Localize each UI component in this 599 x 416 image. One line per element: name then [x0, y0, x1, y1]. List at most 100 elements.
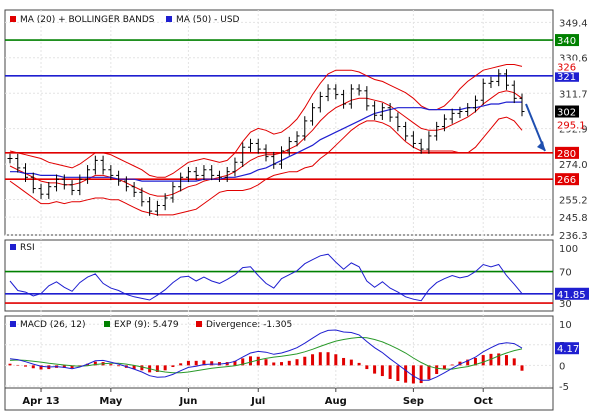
divergence-bar	[117, 365, 121, 367]
macd-value-tag: 4.17	[557, 344, 579, 355]
level-tag-321-bg	[555, 69, 579, 82]
divergence-legend-swatch	[196, 321, 202, 327]
divergence-bar	[419, 365, 423, 384]
divergence-bar	[497, 353, 501, 366]
divergence-bar	[326, 352, 330, 366]
rsi-legend-label: RSI	[20, 243, 35, 253]
value-tag-302: 302	[557, 108, 576, 119]
exp-legend-label: EXP (9): 5.479	[114, 320, 179, 330]
value-tag-295.1-bg	[555, 118, 579, 131]
macd-panel-frame	[4, 315, 554, 389]
level-tag-321: 321	[557, 72, 576, 83]
date-tick-label: Oct	[474, 396, 493, 407]
date-tick-label: Sep	[403, 396, 424, 407]
divergence-bar	[435, 365, 439, 375]
divergence-bar	[481, 355, 485, 366]
divergence-bar	[411, 365, 415, 384]
value-tag-326: 326	[557, 62, 576, 73]
divergence-bar	[280, 362, 284, 366]
macd-value-tag-bg	[555, 342, 579, 355]
value-tag-326-bg	[555, 60, 579, 73]
divergence-bar	[256, 356, 260, 366]
divergence-bar	[132, 365, 136, 370]
divergence-bar	[365, 365, 369, 370]
level-tag-280: 280	[557, 149, 576, 160]
forecast-arrow-head	[537, 140, 545, 151]
divergence-bar	[287, 360, 291, 366]
date-axis: Apr 13 May Jun Jul Aug Sep Oct	[22, 388, 493, 407]
ma50-line	[10, 101, 522, 182]
divergence-bar	[109, 364, 113, 366]
level-tag-280-bg	[555, 146, 579, 159]
macd-series-line	[9, 329, 523, 381]
divergence-bar	[512, 358, 516, 366]
divergence-bar	[39, 365, 43, 370]
divergence-bar	[427, 365, 431, 380]
level-tag-266: 266	[557, 175, 576, 186]
divergence-bar	[342, 357, 346, 366]
macd-y-axis: 1050-5	[559, 320, 572, 393]
divergence-bar	[380, 365, 384, 377]
divergence-bar	[233, 360, 237, 366]
rsi-legend: RSI	[10, 243, 35, 253]
divergence-bar	[311, 354, 315, 366]
rsi-panel-frame	[4, 239, 554, 312]
divergence-bar	[248, 356, 252, 366]
divergence-bar	[155, 365, 159, 372]
rsi-value-tag: 41.85	[557, 290, 586, 301]
divergence-bar	[241, 358, 245, 366]
level-tag-340-bg	[555, 34, 579, 47]
macd-legend: MACD (26, 12) EXP (9): 5.479 Divergence:…	[10, 320, 292, 330]
rsi-legend-swatch	[10, 244, 16, 250]
divergence-bar	[171, 365, 175, 368]
price-tick-label: 311.7	[559, 89, 588, 100]
macd-tick-label: 10	[559, 320, 572, 331]
divergence-bar	[442, 365, 446, 370]
rsi-tick-label: 30	[559, 299, 572, 310]
price-bars	[7, 69, 525, 216]
divergence-bar	[396, 365, 400, 382]
date-tick-label: Jun	[178, 396, 197, 407]
rsi-tick-label: 70	[559, 268, 572, 279]
date-axis-frame	[4, 387, 554, 411]
divergence-bar	[388, 365, 392, 379]
rsi-value-tag-bg	[555, 287, 589, 300]
ma20-legend-swatch	[10, 16, 16, 22]
price-tick-label: 330.6	[559, 54, 588, 65]
ma20-legend-label: MA (20) + BOLLINGER BANDS	[20, 15, 155, 25]
divergence-bar	[202, 360, 206, 366]
divergence-bar	[295, 359, 299, 366]
divergence-legend-label: Divergence: -1.305	[206, 320, 292, 330]
date-tick-label: Apr 13	[22, 396, 59, 407]
ma50-legend-label: MA (50) - USD	[176, 15, 240, 25]
divergence-bar	[349, 359, 353, 366]
lower-bollinger-band	[9, 116, 523, 216]
price-legend: MA (20) + BOLLINGER BANDS MA (50) - USD	[10, 15, 240, 25]
date-tick-label: May	[99, 396, 122, 407]
divergence-bar	[179, 363, 183, 366]
level-tag-340: 340	[557, 36, 576, 47]
price-tick-label: 274.0	[559, 160, 588, 171]
divergence-bar	[62, 365, 66, 368]
divergence-bar	[194, 360, 198, 366]
macd-legend-swatch	[10, 321, 16, 327]
rsi-line	[9, 253, 523, 302]
divergence-bar	[357, 362, 361, 366]
forecast-arrow	[525, 103, 546, 152]
divergence-bar	[24, 365, 28, 367]
divergence-bar	[466, 359, 470, 366]
divergence-bar	[140, 365, 144, 371]
divergence-bar	[264, 359, 268, 366]
divergence-bar	[8, 363, 12, 366]
divergence-bar	[473, 357, 477, 366]
divergence-bar	[31, 365, 35, 369]
macd-tick-label: -5	[559, 382, 569, 393]
macd-tick-label: 0	[559, 361, 565, 372]
divergence-bar	[458, 361, 462, 366]
divergence-bar	[210, 361, 214, 366]
divergence-bar	[16, 364, 20, 366]
price-panel-frame	[4, 9, 554, 236]
divergence-bar	[404, 365, 408, 383]
divergence-bar	[334, 354, 338, 366]
